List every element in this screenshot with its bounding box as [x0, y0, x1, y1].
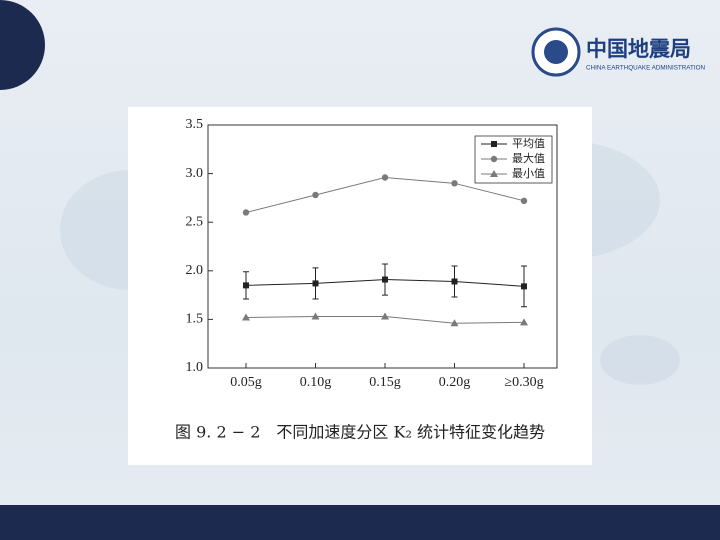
- legend-marker: [491, 141, 497, 147]
- y-tick-label: 3.5: [186, 117, 204, 132]
- legend-label: 平均值: [512, 137, 545, 150]
- data-point: [451, 278, 458, 285]
- data-point: [521, 283, 527, 290]
- data-point: [312, 191, 319, 199]
- corner-circle: [0, 0, 45, 90]
- x-tick-label: 0.20g: [439, 375, 471, 390]
- data-point: [312, 280, 319, 287]
- x-tick-label: 0.05g: [230, 375, 262, 390]
- data-point: [382, 276, 388, 283]
- data-point: [520, 197, 528, 205]
- footer-band: [0, 505, 720, 540]
- data-point: [520, 318, 528, 326]
- plot-frame: [207, 124, 558, 369]
- x-tick-label: 0.10g: [300, 375, 332, 390]
- x-tick-label: ≥0.30g: [504, 375, 543, 390]
- logo-name: 中国地震局: [586, 37, 691, 61]
- y-tick-label: 3.0: [186, 166, 204, 181]
- logo-english: CHINA EARTHQUAKE ADMINISTRATION: [586, 65, 706, 72]
- y-tick-label: 1.5: [186, 312, 204, 327]
- legend-label: 最小值: [512, 167, 545, 180]
- x-tick-label: 0.15g: [369, 375, 401, 390]
- data-point: [381, 312, 389, 320]
- data-point: [381, 174, 389, 181]
- data-point: [311, 312, 320, 320]
- logo-emblem-core: [544, 40, 568, 64]
- y-tick-label: 1.0: [186, 360, 204, 375]
- legend-label: 最大值: [512, 151, 545, 165]
- legend-marker: [490, 170, 498, 177]
- legend-marker: [490, 155, 498, 163]
- data-point: [242, 209, 250, 216]
- y-tick-label: 2.0: [186, 263, 204, 278]
- data-point: [242, 313, 250, 321]
- y-tick-label: 2.5: [186, 214, 204, 229]
- chart-caption: 图 9. 2 − 2 不同加速度分区 K₂ 统计特征变化趋势: [175, 423, 545, 442]
- data-point: [451, 180, 458, 187]
- data-point: [450, 319, 459, 327]
- data-point: [243, 282, 249, 289]
